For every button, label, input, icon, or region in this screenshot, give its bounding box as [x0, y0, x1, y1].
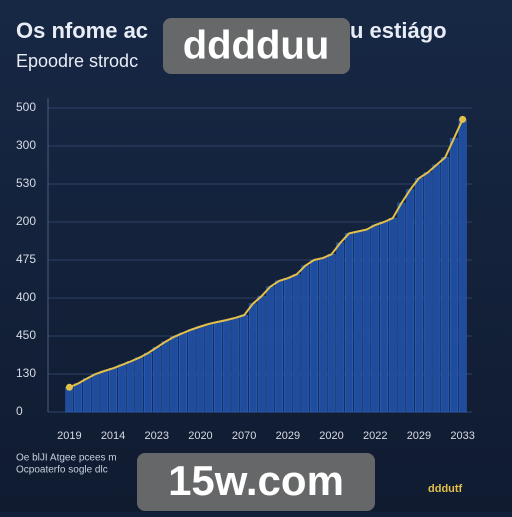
x-tick-label: 2020	[319, 430, 343, 442]
bar	[345, 233, 353, 413]
bar	[362, 229, 371, 413]
chart-title: Os nfome ac	[16, 18, 148, 43]
bar	[266, 286, 275, 413]
trend-line	[68, 118, 464, 389]
bar	[327, 254, 336, 413]
brand: dddutf	[428, 483, 463, 495]
bar	[135, 357, 144, 413]
end-point	[459, 115, 467, 123]
bar	[170, 336, 179, 413]
y-tick-label: 130	[16, 366, 36, 380]
bar	[144, 352, 152, 413]
bar	[213, 321, 222, 413]
bar	[432, 164, 441, 413]
y-tick-label: 400	[16, 290, 36, 304]
bar	[397, 202, 406, 413]
watermark: dddduu	[183, 24, 330, 68]
x-tick-label: 2033	[450, 430, 474, 442]
bar	[196, 326, 205, 413]
bar	[240, 314, 249, 413]
chart-subtitle: Epoodre strodc	[16, 51, 138, 71]
bar	[126, 361, 135, 413]
footer-note: Ocpoaterfo sogle dlc	[16, 465, 108, 476]
x-tick-label: 2020	[188, 430, 212, 442]
x-tick-label: 2019	[57, 430, 81, 442]
y-tick-label: 300	[16, 138, 36, 152]
bar	[222, 319, 231, 413]
bar	[380, 221, 388, 413]
bar	[371, 224, 380, 413]
bar	[283, 277, 292, 413]
bar	[441, 157, 450, 413]
bar	[248, 303, 257, 413]
bar	[292, 274, 301, 413]
watermark-box	[137, 453, 375, 511]
bar	[310, 259, 319, 413]
watermark-box	[163, 18, 350, 74]
bar	[458, 119, 467, 413]
bar	[117, 364, 126, 413]
y-tick-label: 500	[16, 100, 36, 114]
x-tick-label: 2022	[363, 430, 387, 442]
bar	[449, 138, 458, 413]
plot: 0 130 450 400 475 200 530 300 500 2019 2014 2023 202…	[16, 98, 475, 442]
x-tick-label: 2070	[232, 430, 256, 442]
bar	[109, 367, 118, 413]
bar	[100, 370, 109, 413]
bar	[152, 347, 161, 413]
bar	[336, 242, 345, 413]
footer-note: Oe blJI Atgee pcees m	[16, 453, 117, 464]
bar	[65, 386, 74, 413]
bar	[179, 332, 187, 413]
y-tick-label: 530	[16, 176, 36, 190]
bar	[388, 217, 397, 413]
bar	[82, 378, 91, 413]
bar	[257, 295, 266, 413]
x-tick-label: 2029	[276, 430, 300, 442]
bar	[231, 317, 240, 413]
bar	[275, 280, 284, 413]
bar	[187, 329, 196, 413]
end-point	[65, 383, 73, 391]
y-tick-label: 200	[16, 214, 36, 228]
x-tick-label: 2023	[145, 430, 169, 442]
y-tick-label: 475	[16, 252, 36, 266]
watermark: 15w.com	[168, 457, 344, 504]
y-tick-label: 0	[16, 404, 23, 418]
bar	[74, 383, 83, 413]
bar	[91, 373, 100, 413]
bar	[414, 178, 423, 413]
bar	[423, 172, 432, 413]
x-tick-label: 2029	[407, 430, 431, 442]
bar	[406, 189, 415, 413]
y-tick-label: 450	[16, 328, 36, 342]
bar	[161, 341, 170, 413]
bar	[353, 231, 362, 413]
bar	[301, 265, 310, 413]
bar	[205, 323, 214, 413]
bar	[318, 257, 327, 413]
chart-title-end: u estiágo	[350, 18, 447, 43]
x-tick-label: 2014	[101, 430, 125, 442]
